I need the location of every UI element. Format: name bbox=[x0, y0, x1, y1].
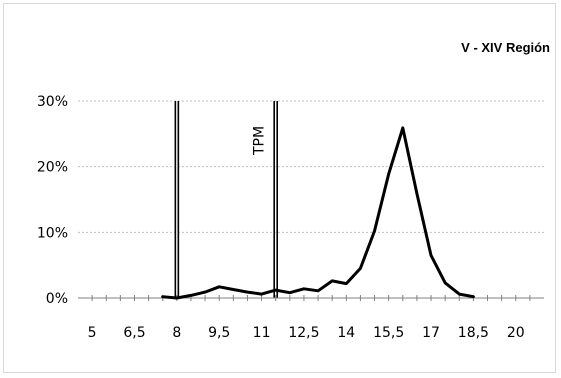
reference-lines bbox=[174, 101, 278, 298]
tick-labels: 0% 10% 20% 30% 5 6,5 8 9,5 11 12,5 14 15,5 17 18,5 20 T… bbox=[37, 94, 525, 341]
series-line bbox=[161, 126, 475, 300]
x-tick-label: 11 bbox=[253, 325, 271, 341]
chart-title: V - XIV Región bbox=[461, 40, 550, 55]
x-tick-label: 5 bbox=[88, 325, 97, 341]
y-tick-label: 10% bbox=[37, 225, 68, 241]
x-tick-label: 8 bbox=[172, 325, 181, 341]
x-tick-label: 15,5 bbox=[373, 325, 404, 341]
x-tick-label: 12,5 bbox=[288, 325, 319, 341]
x-tick-label: 14 bbox=[337, 325, 355, 341]
reference-line-label: TPM bbox=[252, 126, 268, 156]
x-tick-label: 17 bbox=[422, 325, 440, 341]
y-tick-label: 30% bbox=[37, 94, 68, 110]
x-tick-label: 9,5 bbox=[208, 325, 230, 341]
chart-frame: V - XIV Región 0% 10% 20% 30% 5 6,5 8 9,5 11 12,5… bbox=[3, 3, 556, 373]
x-tick-label: 20 bbox=[507, 325, 525, 341]
gridlines bbox=[78, 100, 544, 233]
y-tick-label: 20% bbox=[37, 160, 68, 176]
y-tick-label: 0% bbox=[46, 291, 68, 307]
chart: V - XIV Región 0% 10% 20% 30% 5 6,5 8 9,5 11 12,5… bbox=[37, 40, 550, 341]
x-tick-label: 6,5 bbox=[123, 325, 145, 341]
axes bbox=[78, 295, 544, 301]
x-tick-label: 18,5 bbox=[458, 325, 489, 341]
series-group bbox=[161, 126, 475, 300]
